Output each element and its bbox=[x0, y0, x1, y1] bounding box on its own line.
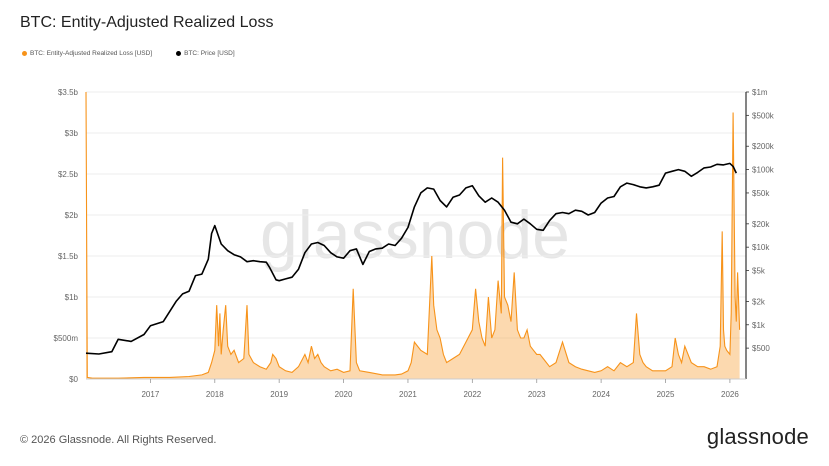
left-tick-label: $3b bbox=[65, 129, 79, 138]
x-tick-label: 2019 bbox=[270, 390, 288, 399]
legend-label-loss: BTC: Entity-Adjusted Realized Loss [USD] bbox=[30, 50, 153, 57]
right-tick-label: $1m bbox=[752, 88, 768, 97]
legend-item-price[interactable]: BTC: Price [USD] bbox=[176, 50, 235, 57]
x-tick-label: 2022 bbox=[463, 390, 481, 399]
loss-line bbox=[85, 91, 741, 379]
watermark: glassnode bbox=[260, 197, 570, 273]
right-tick-label: $500k bbox=[752, 111, 775, 120]
left-tick-label: $2.5b bbox=[58, 170, 79, 179]
left-tick-label: $2b bbox=[65, 211, 79, 220]
right-tick-label: $500 bbox=[752, 344, 770, 353]
price-line bbox=[85, 162, 738, 355]
x-tick-label: 2017 bbox=[141, 390, 159, 399]
left-tick-label: $3.5b bbox=[58, 88, 79, 97]
left-tick-label: $1b bbox=[65, 293, 79, 302]
legend-label-price: BTC: Price [USD] bbox=[184, 50, 235, 57]
x-tick-label: 2018 bbox=[206, 390, 224, 399]
x-tick-label: 2020 bbox=[335, 390, 353, 399]
loss-series bbox=[85, 91, 741, 379]
copyright-text: © 2026 Glassnode. All Rights Reserved. bbox=[20, 434, 217, 446]
right-tick-label: $5k bbox=[752, 267, 766, 276]
right-tick-label: $50k bbox=[752, 189, 770, 198]
x-tick-label: 2026 bbox=[721, 390, 739, 399]
left-tick-label: $1.5b bbox=[58, 252, 79, 261]
x-tick-label: 2025 bbox=[657, 390, 675, 399]
x-tick-label: 2024 bbox=[592, 390, 610, 399]
right-tick-label: $100k bbox=[752, 166, 775, 175]
legend-item-loss[interactable]: BTC: Entity-Adjusted Realized Loss [USD] bbox=[22, 50, 152, 57]
legend-dot-price-icon bbox=[176, 51, 182, 56]
right-tick-label: $2k bbox=[752, 297, 766, 306]
legend: BTC: Entity-Adjusted Realized Loss [USD]… bbox=[22, 50, 235, 57]
right-tick-label: $10k bbox=[752, 243, 770, 252]
axes: $0 $500m $1b $1.5b $2b $2.5b $3b $3.5b $500 $1k $2… bbox=[54, 88, 775, 399]
legend-dot-loss-icon bbox=[22, 51, 27, 56]
x-tick-label: 2021 bbox=[399, 390, 417, 399]
right-tick-label: $20k bbox=[752, 220, 770, 229]
right-tick-label: $1k bbox=[752, 321, 766, 330]
x-tick-label: 2023 bbox=[528, 390, 546, 399]
left-tick-label: $0 bbox=[69, 375, 78, 384]
price-series bbox=[85, 162, 738, 355]
right-tick-label: $200k bbox=[752, 142, 775, 151]
left-tick-label: $500m bbox=[54, 334, 79, 343]
chart-title: BTC: Entity-Adjusted Realized Loss bbox=[20, 14, 274, 31]
brand-logo: glassnode bbox=[706, 424, 809, 449]
